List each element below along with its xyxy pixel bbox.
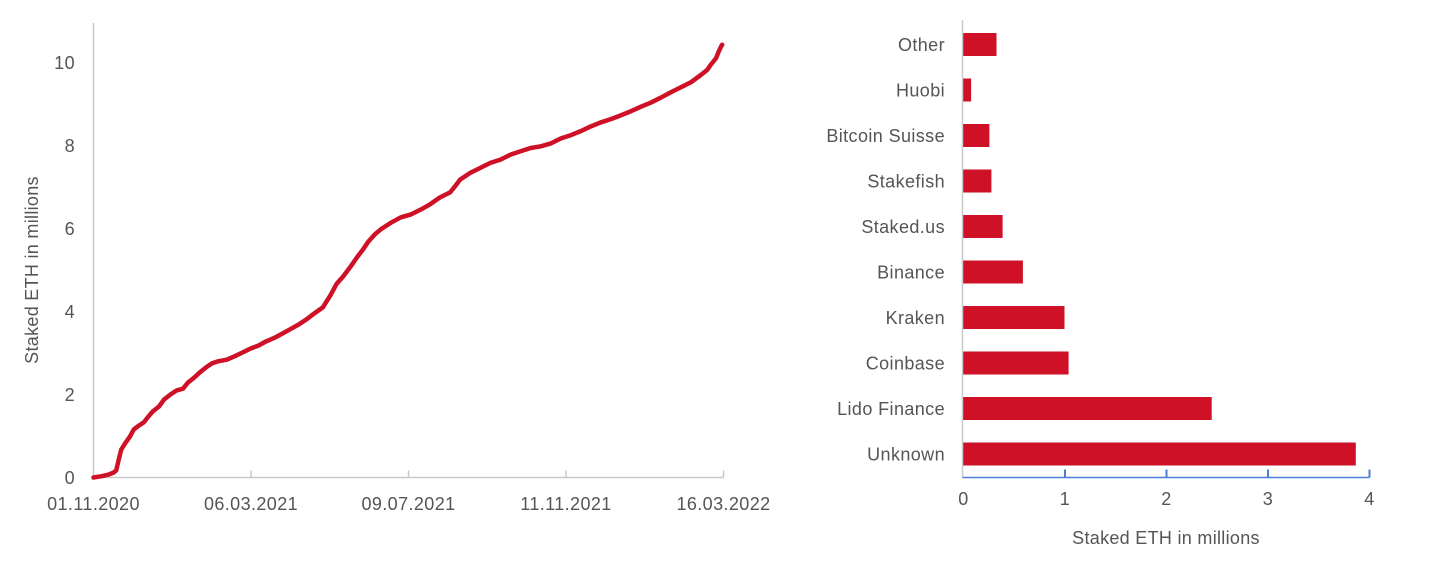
y-tick-label: 6 (65, 219, 75, 239)
bar-chart-x-axis-title: Staked ETH in millions (1072, 528, 1260, 548)
value-tick-label: 0 (958, 489, 968, 509)
category-label: Binance (877, 263, 945, 283)
bar (963, 169, 992, 193)
y-tick-label: 2 (65, 385, 75, 405)
staked-eth-bar-chart: Other Huobi Bitcoin Suisse Stakefish Staked.… (826, 20, 1374, 548)
category-label: Other (898, 35, 945, 55)
bar (963, 124, 990, 147)
x-tick-label: 01.11.2020 (47, 494, 140, 514)
bar-chart-value-tick-labels: 0 1 2 3 4 (958, 469, 1374, 509)
bar-chart-panel: Other Huobi Bitcoin Suisse Stakefish Staked.… (780, 0, 1440, 578)
y-tick-label: 0 (65, 468, 75, 488)
category-label: Staked.us (861, 217, 945, 237)
line-chart-panel: Staked ETH in millions 0 2 4 6 8 10 01.11.202… (22, 23, 770, 514)
staked-eth-line-chart: Staked ETH in millions 0 2 4 6 8 10 01.11.202… (22, 23, 770, 514)
category-label: Bitcoin Suisse (826, 126, 945, 146)
line-chart-axes (92, 23, 724, 479)
y-tick-label: 10 (54, 53, 75, 73)
y-tick-label: 4 (65, 302, 75, 322)
line-chart-y-axis-title: Staked ETH in millions (22, 176, 42, 364)
value-tick-label: 3 (1263, 489, 1273, 509)
x-tick-label: 06.03.2021 (204, 494, 298, 514)
category-label: Stakefish (867, 172, 945, 192)
category-label: Coinbase (866, 354, 945, 374)
line-chart-x-tick-labels: 01.11.2020 06.03.2021 09.07.2021 11.11.2021… (47, 470, 770, 514)
x-tick-label: 09.07.2021 (361, 494, 455, 514)
x-tick-label: 11.11.2021 (520, 494, 611, 514)
bar-rows: Other Huobi Bitcoin Suisse Stakefish Staked.… (826, 33, 1356, 466)
value-tick-label: 4 (1364, 489, 1374, 509)
bar (963, 260, 1023, 284)
category-label: Kraken (886, 308, 945, 328)
value-tick-label: 2 (1161, 489, 1171, 509)
y-tick-label: 8 (65, 136, 75, 156)
staked-eth-series-line (91, 42, 725, 480)
x-tick-label: 16.03.2022 (676, 494, 770, 514)
bar (963, 306, 1065, 329)
category-label: Unknown (867, 445, 945, 465)
category-label: Huobi (896, 81, 945, 101)
value-tick-label: 1 (1060, 489, 1070, 509)
category-label: Lido Finance (837, 399, 945, 419)
line-chart-y-tick-labels: 0 2 4 6 8 10 (54, 53, 75, 488)
bar (963, 215, 1003, 238)
bar (963, 351, 1069, 375)
bar (963, 397, 1212, 420)
bar (963, 442, 1356, 466)
bar (963, 78, 972, 102)
bar (963, 33, 997, 56)
